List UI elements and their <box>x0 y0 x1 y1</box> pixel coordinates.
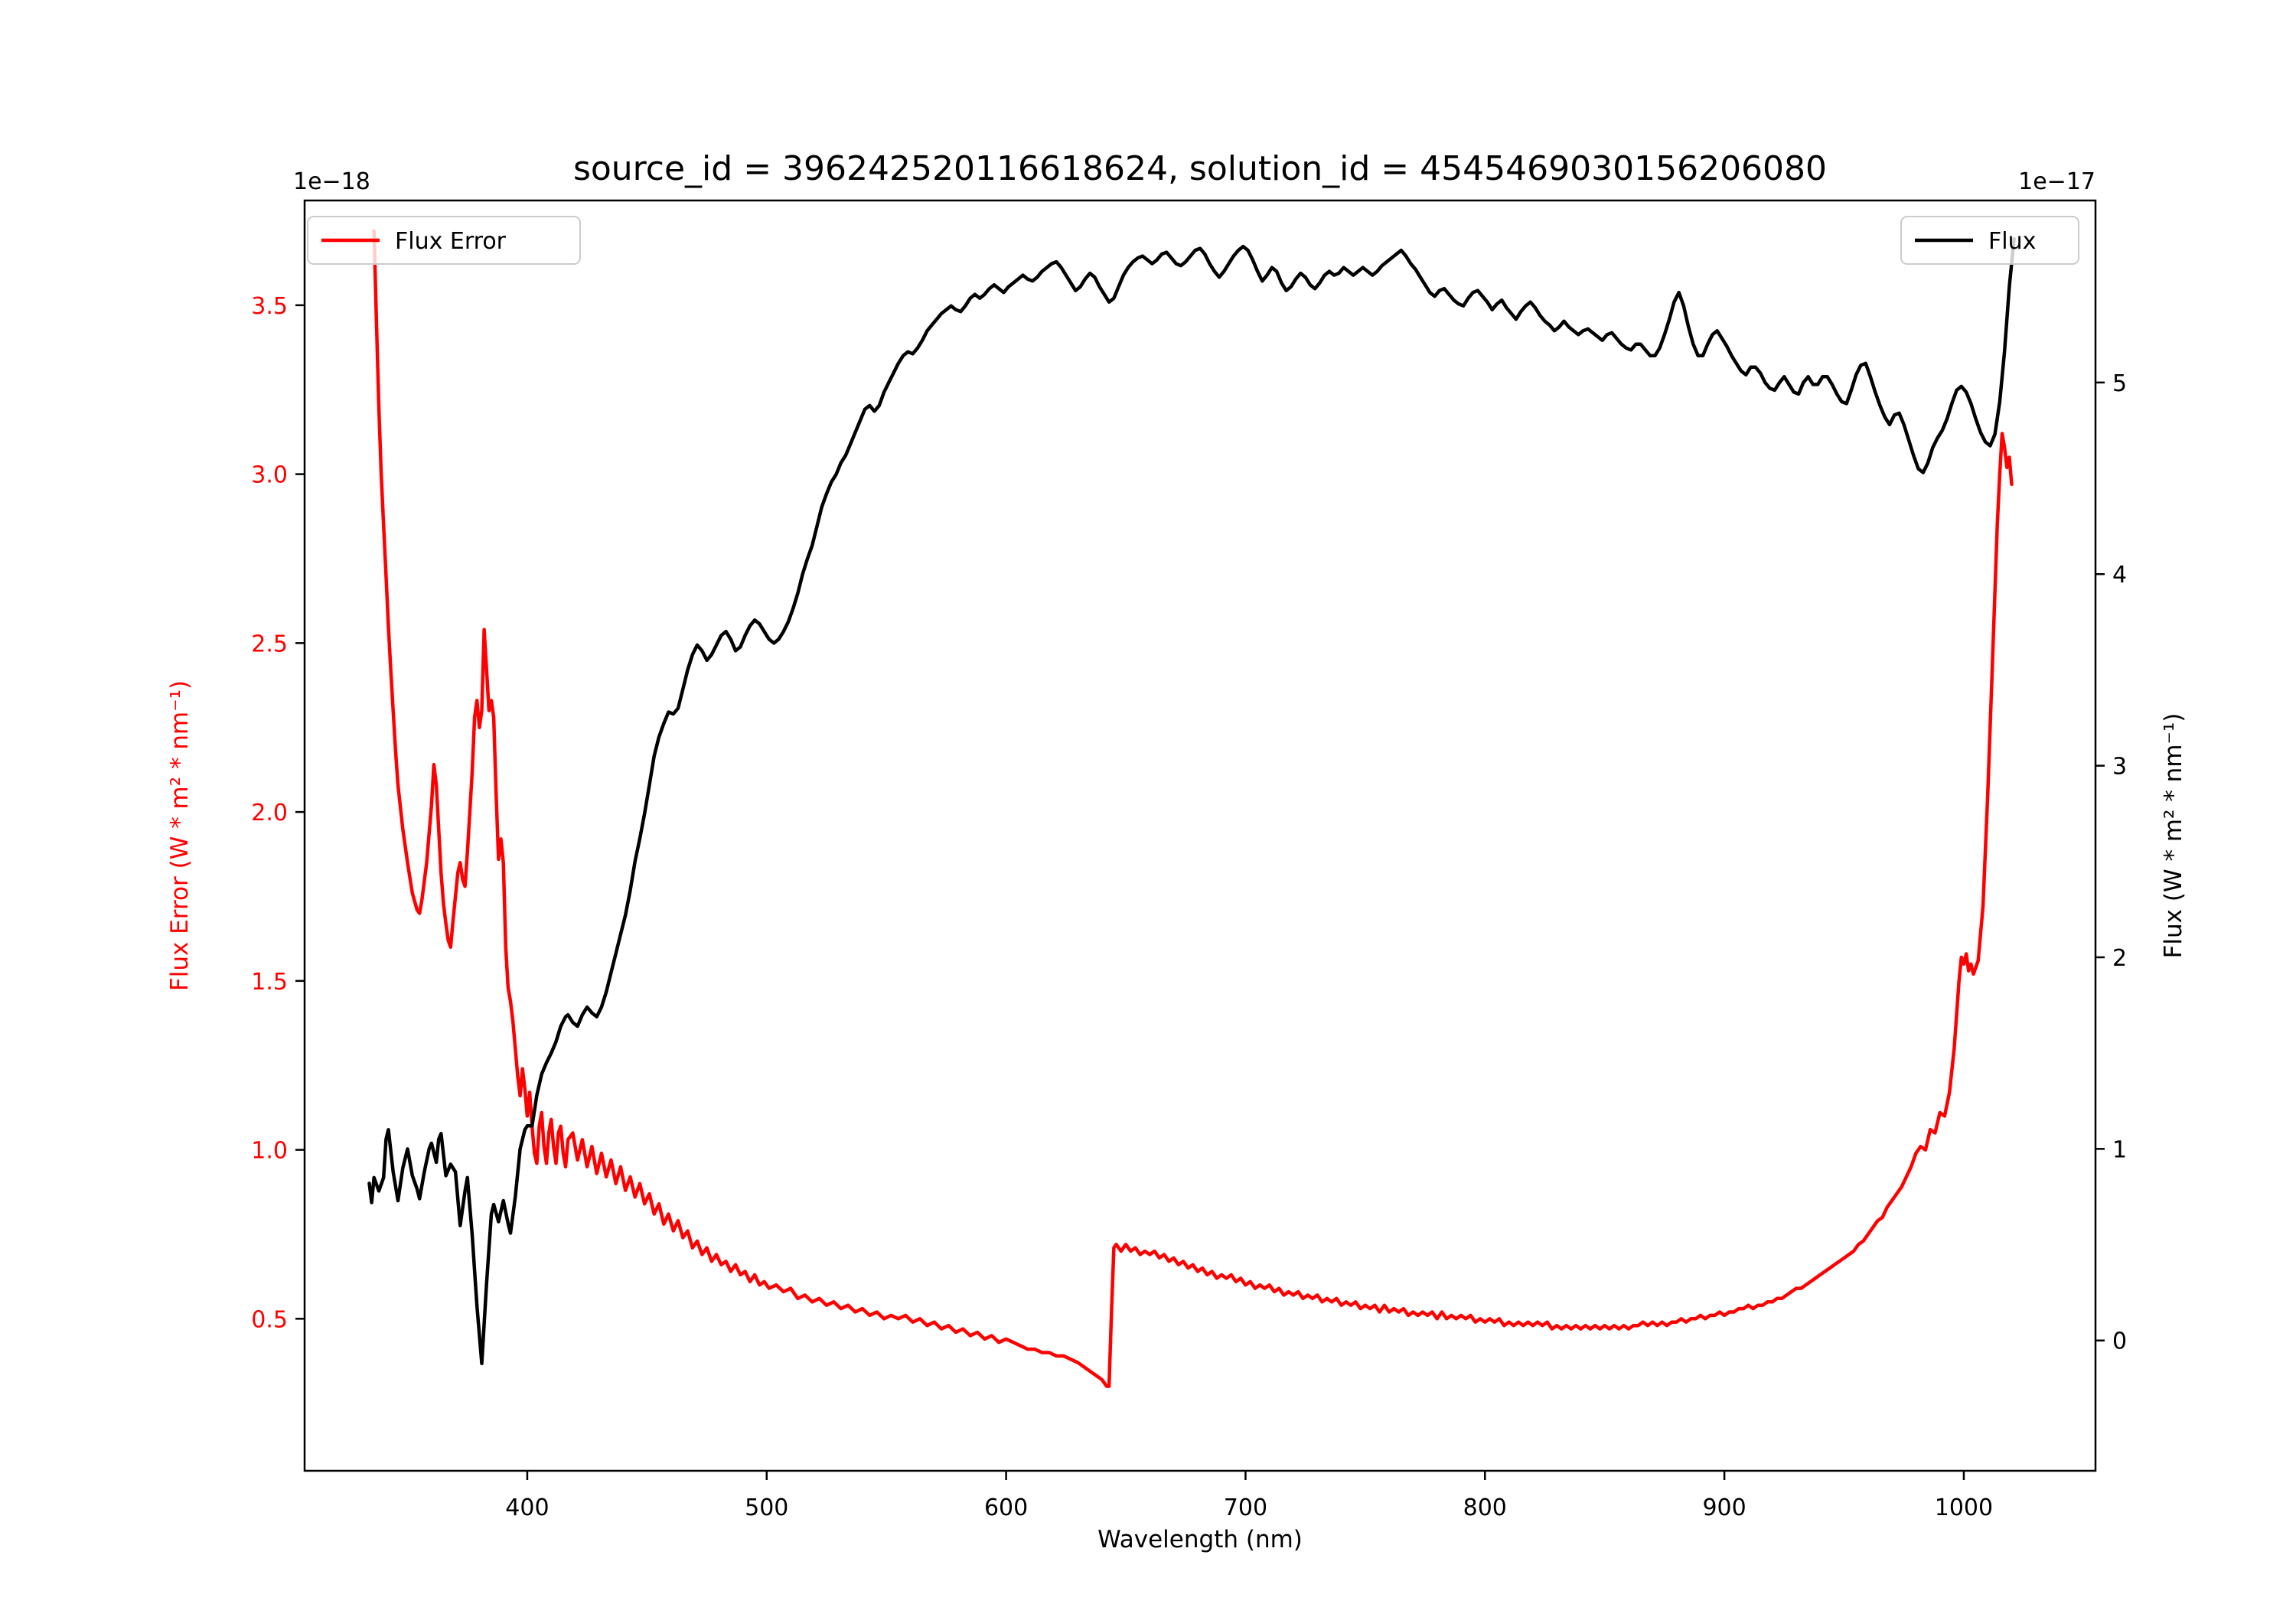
legend-flux: Flux <box>1900 216 2079 265</box>
right-y-axis-label: Flux (W * m² * nm⁻¹) <box>2160 713 2187 959</box>
legend-flux-box <box>1900 216 2079 265</box>
right-y-tick-label: 3 <box>2112 754 2127 781</box>
flux-curve <box>367 236 2016 1366</box>
legend-flux-label: Flux <box>1988 228 2036 255</box>
legend-flux-error-box <box>307 216 581 265</box>
left-y-tick-label: 0.5 <box>251 1306 288 1333</box>
left-axis-offset-label: 1e−18 <box>293 168 370 195</box>
curves <box>367 229 2016 1388</box>
left-y-tick-label: 3.5 <box>251 293 288 320</box>
x-tick-label: 500 <box>745 1495 788 1521</box>
left-y-tick-label: 2.5 <box>251 631 288 657</box>
x-tick-label: 600 <box>984 1495 1028 1521</box>
chart-title: source_id = 396242520116618624, solution… <box>573 149 1827 188</box>
left-y-tick-label: 1.0 <box>251 1138 288 1165</box>
x-tick-label: 900 <box>1702 1495 1746 1521</box>
x-tick-label: 400 <box>505 1495 549 1521</box>
left-y-tick-label: 3.0 <box>251 462 288 489</box>
right-y-tick-label: 2 <box>2112 945 2127 972</box>
right-y-tick-label: 1 <box>2112 1136 2127 1163</box>
legend-flux-error: Flux Error <box>307 216 581 265</box>
plot-frame <box>303 199 2097 1472</box>
right-y-tick-label: 0 <box>2112 1328 2127 1355</box>
left-y-tick-label: 2.0 <box>251 800 288 826</box>
left-y-tick-label: 1.5 <box>251 969 288 996</box>
x-axis-label: Wavelength (nm) <box>1097 1526 1303 1553</box>
x-tick-label: 1000 <box>1935 1495 1993 1521</box>
x-tick-label: 800 <box>1463 1495 1507 1521</box>
x-tick-label: 700 <box>1224 1495 1267 1521</box>
left-y-axis-label: Flux Error (W * m² * nm⁻¹) <box>166 680 194 991</box>
right-y-tick-label: 5 <box>2112 370 2127 397</box>
flux-error-curve <box>372 229 2014 1388</box>
legend-flux-error-label: Flux Error <box>395 228 507 255</box>
right-axis-offset-label: 1e−17 <box>2018 168 2095 195</box>
right-y-tick-label: 4 <box>2112 562 2127 588</box>
axis-ticks: 400 500 600 700 800 900 1000 0.5 1.0 1.5 2.0 2.5 3.0… <box>251 293 2127 1521</box>
